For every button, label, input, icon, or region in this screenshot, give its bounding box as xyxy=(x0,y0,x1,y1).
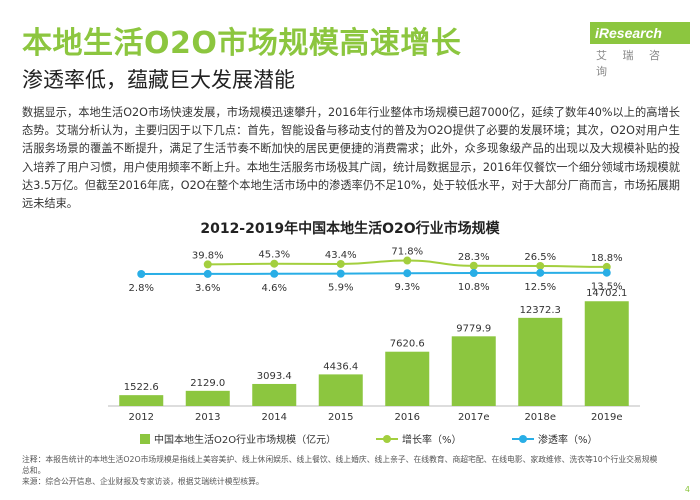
bar-value-label: 2129.0 xyxy=(190,378,225,389)
bar-value-label: 3093.4 xyxy=(257,371,292,382)
bar-market-size xyxy=(185,390,230,406)
growth-rate-point xyxy=(469,261,478,270)
legend-line-swatch xyxy=(376,434,398,444)
bar-value-label: 7620.6 xyxy=(390,339,425,350)
bar-value-label: 9779.9 xyxy=(456,323,491,334)
growth-rate-label: 45.3% xyxy=(258,250,290,261)
growth-rate-point xyxy=(403,256,412,265)
x-tick-label: 2017e xyxy=(458,412,490,423)
growth-rate-label: 39.8% xyxy=(192,250,224,261)
body-paragraph: 数据显示，本地生活O2O市场快速发展，市场规模迅速攀升，2016年行业整体市场规… xyxy=(22,106,680,211)
growth-rate-label: 18.8% xyxy=(591,253,623,264)
penetration-label: 12.5% xyxy=(524,282,556,293)
penetration-point xyxy=(203,269,212,278)
bar-value-label: 14702.1 xyxy=(586,288,627,299)
growth-rate-label: 71.8% xyxy=(391,247,423,258)
growth-rate-point xyxy=(336,259,345,268)
x-tick-label: 2018e xyxy=(524,412,556,423)
logo-text: iResearch xyxy=(595,25,662,41)
x-tick-label: 2014 xyxy=(262,412,287,423)
logo-cn-text: 艾 瑞 咨 询 xyxy=(596,49,666,78)
penetration-label: 4.6% xyxy=(262,283,287,294)
bar-market-size xyxy=(518,317,563,406)
page-title: 本地生活O2O市场规模高速增长 xyxy=(22,26,462,61)
legend-item-market-size: 中国本地生活O2O行业市场规模（亿元） xyxy=(140,431,336,446)
legend-label: 增长率（%） xyxy=(402,435,462,446)
penetration-point xyxy=(602,268,611,277)
footnote-source: 来源：综合公开信息、企业财报及专家访谈，根据艾瑞统计模型核算。 xyxy=(22,477,264,486)
x-tick-label: 2012 xyxy=(129,412,154,423)
x-tick-label: 2016 xyxy=(395,412,420,423)
legend-item-growth-rate: 增长率（%） xyxy=(376,431,462,446)
bar-value-label: 12372.3 xyxy=(520,305,561,316)
bar-market-size xyxy=(385,351,430,406)
penetration-label: 2.8% xyxy=(129,283,154,294)
x-tick-label: 2013 xyxy=(195,412,220,423)
footnote-note: 注释：本报告统计的本地生活O2O市场规模是指线上美容美护、线上休闲娱乐、线上餐饮… xyxy=(22,455,658,475)
legend-label: 渗透率（%） xyxy=(538,435,598,446)
penetration-point xyxy=(536,268,545,277)
growth-rate-point xyxy=(203,260,212,269)
penetration-label: 9.3% xyxy=(395,282,420,293)
page-subtitle: 渗透率低，蕴藏巨大发展潜能 xyxy=(22,68,295,92)
penetration-point xyxy=(336,269,345,278)
growth-rate-label: 26.5% xyxy=(524,252,556,263)
penetration-label: 10.8% xyxy=(458,282,490,293)
growth-rate-point xyxy=(602,262,611,271)
legend-bar-swatch xyxy=(140,434,150,444)
growth-rate-label: 28.3% xyxy=(458,252,490,263)
logo-brand: iResearch xyxy=(590,22,690,44)
penetration-line xyxy=(141,271,607,275)
bar-market-size xyxy=(318,374,363,406)
footnote: 注释：本报告统计的本地生活O2O市场规模是指线上美容美护、线上休闲娱乐、线上餐饮… xyxy=(22,454,662,487)
penetration-point xyxy=(137,270,146,278)
bar-value-label: 4436.4 xyxy=(323,361,358,372)
bar-market-size xyxy=(451,336,496,406)
penetration-point xyxy=(469,269,478,278)
penetration-label: 13.5% xyxy=(591,282,623,293)
bar-market-size xyxy=(119,395,164,406)
bar-market-size xyxy=(252,383,297,406)
chart-title: 2012-2019年中国本地生活O2O行业市场规模 xyxy=(200,221,500,237)
legend-item-penetration: 渗透率（%） xyxy=(512,431,598,446)
legend-line-swatch xyxy=(512,434,534,444)
growth-rate-label: 43.4% xyxy=(325,250,357,261)
growth-rate-point xyxy=(536,261,545,270)
bar-market-size xyxy=(584,301,629,406)
growth-rate-point xyxy=(270,259,279,268)
chart-legend: 中国本地生活O2O行业市场规模（亿元） 增长率（%） 渗透率（%） xyxy=(140,431,660,446)
legend-label: 中国本地生活O2O行业市场规模（亿元） xyxy=(154,435,337,446)
penetration-point xyxy=(270,269,279,278)
penetration-label: 3.6% xyxy=(195,283,220,294)
penetration-label: 5.9% xyxy=(328,283,353,294)
x-tick-label: 2015 xyxy=(328,412,353,423)
iresearch-logo: iResearch 艾 瑞 咨 询 xyxy=(590,22,690,78)
x-tick-label: 2019e xyxy=(591,412,623,423)
chart-svg: 1522.6 2012 2129.0 2013 3093.4 2014 4436.4 2015… xyxy=(108,247,640,423)
page-number: 4 xyxy=(684,485,690,494)
bar-value-label: 1522.6 xyxy=(124,382,159,393)
penetration-point xyxy=(403,269,412,278)
